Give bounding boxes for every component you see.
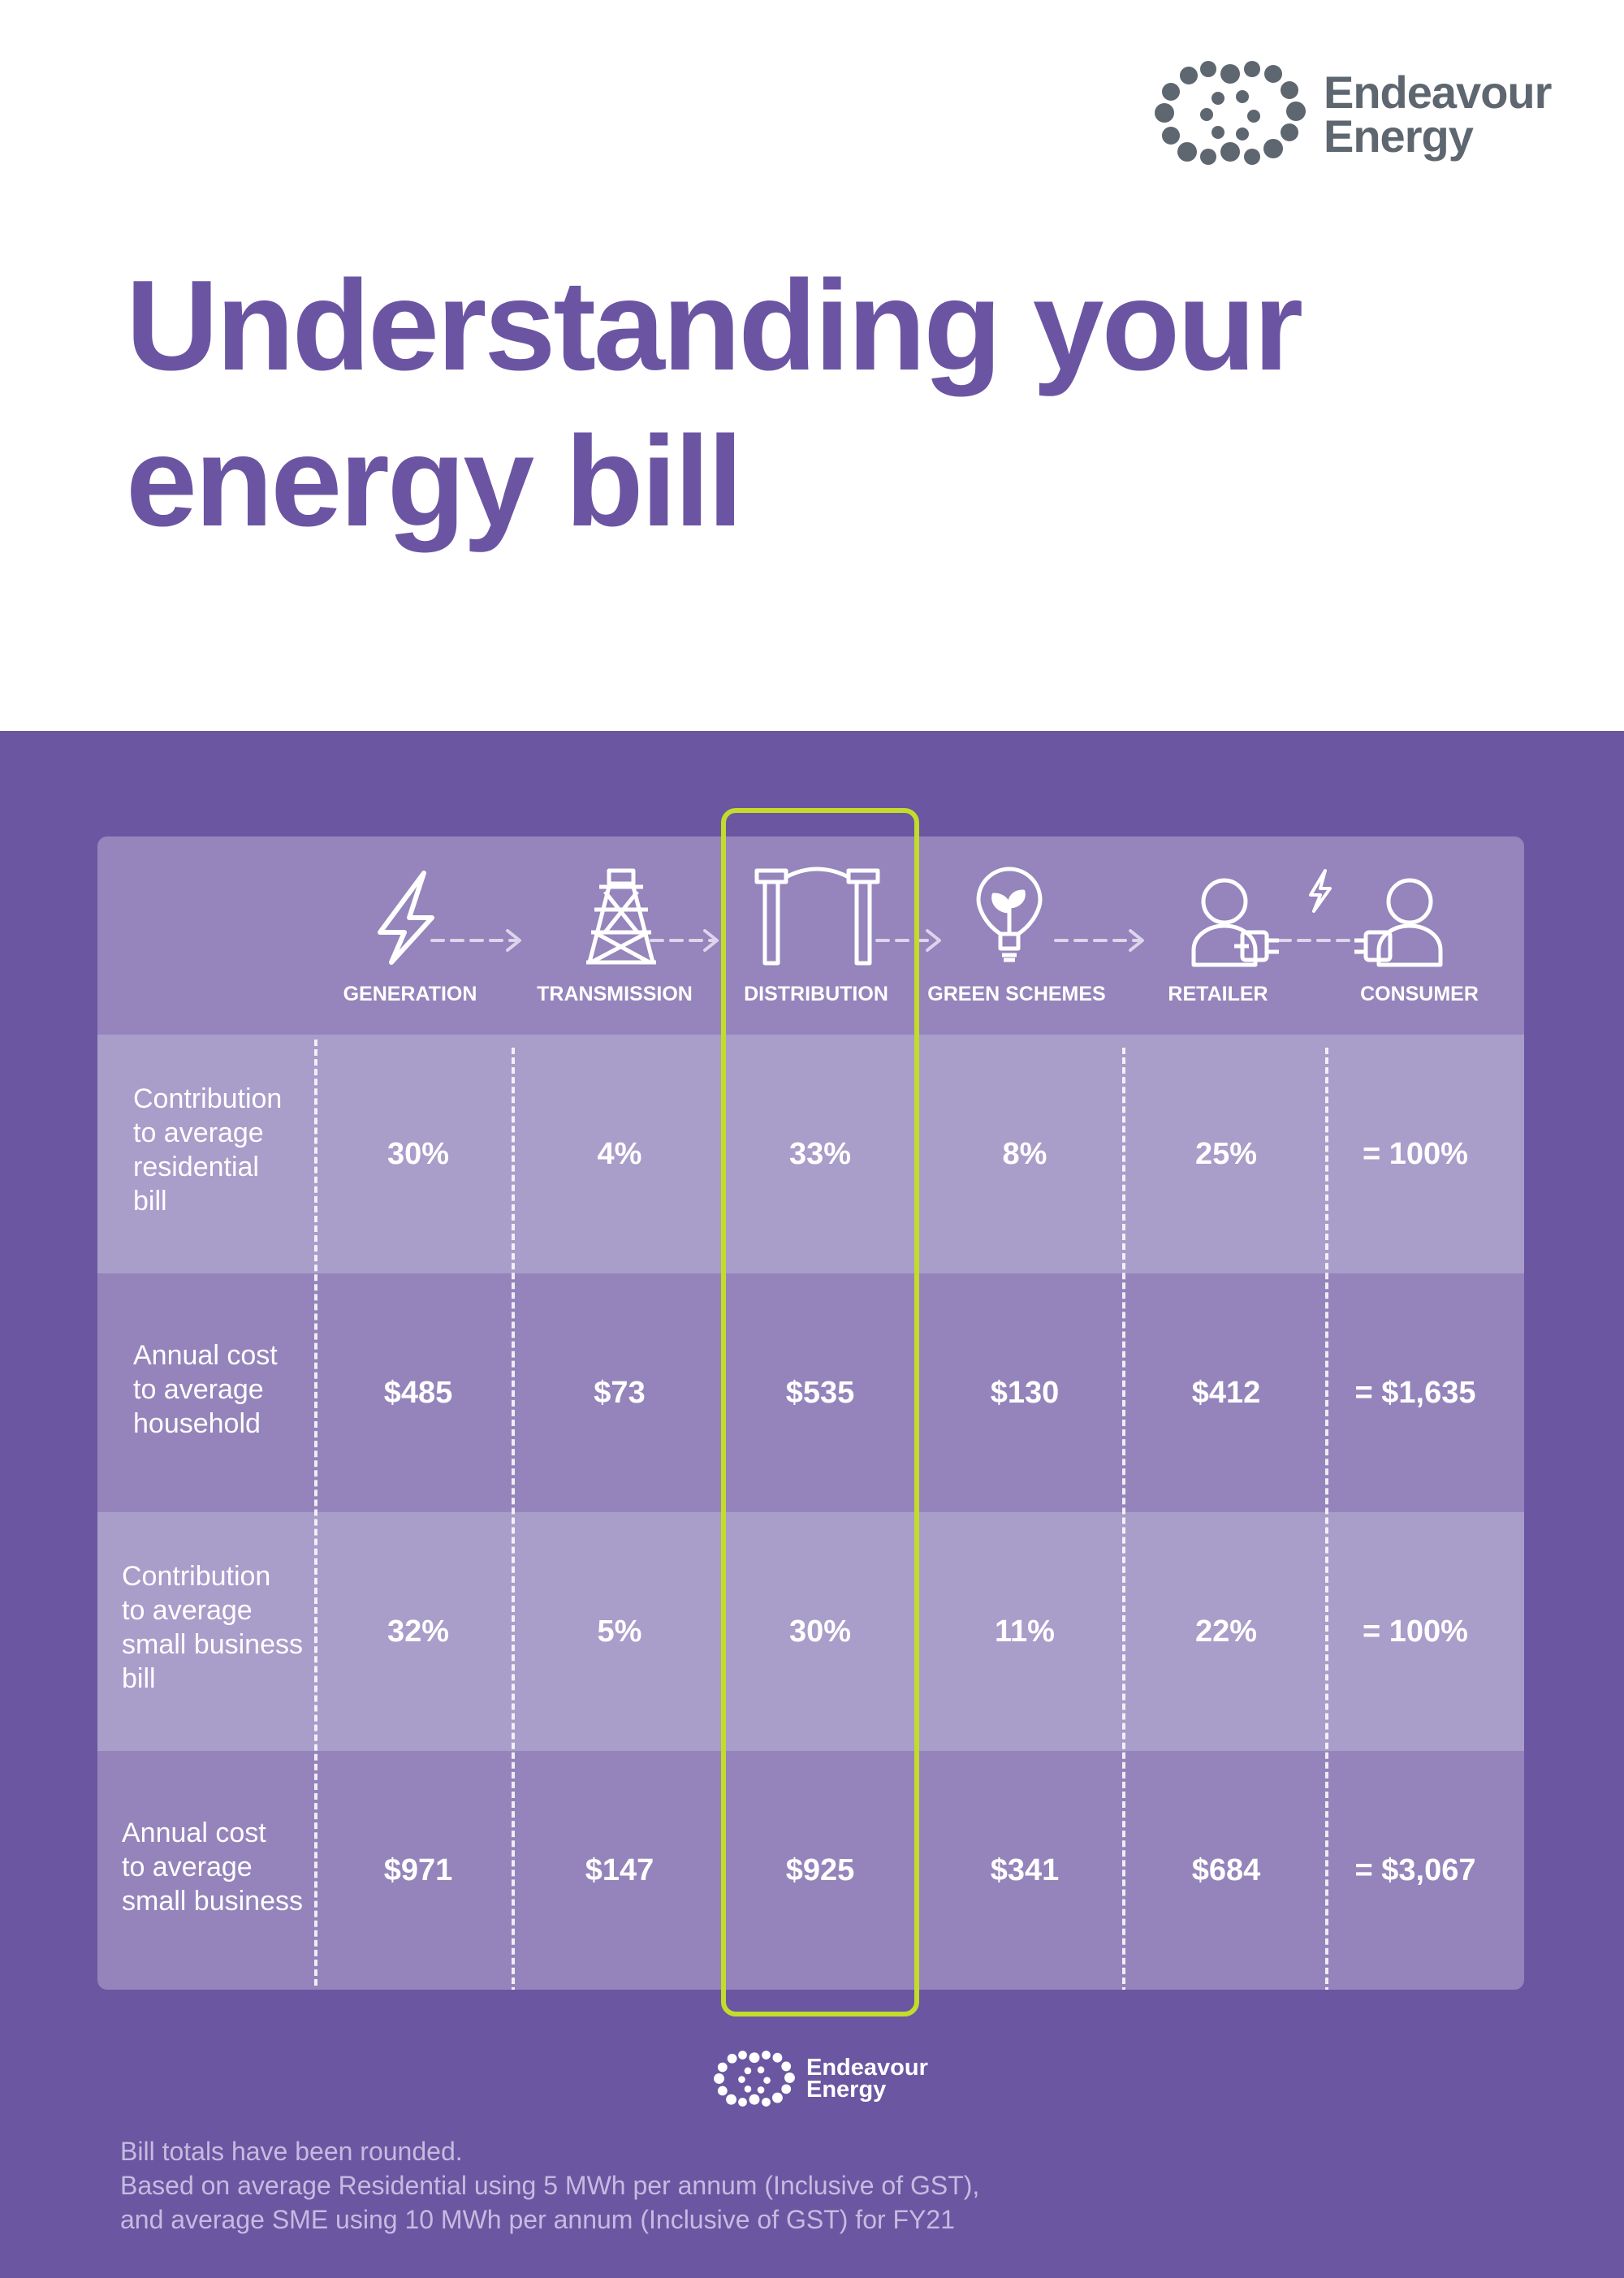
- table-row: Contribution to average small business bill…: [97, 1512, 1524, 1751]
- person-plug-icon: [1191, 878, 1279, 967]
- table-cell: $73: [594, 1376, 646, 1410]
- column-label-distribution: DISTRIBUTION: [744, 983, 888, 1005]
- row-label: Annual cost to average small business: [122, 1818, 303, 1917]
- table-cell: $925: [785, 1853, 855, 1887]
- table-cell: $412: [1191, 1376, 1261, 1410]
- table-cell: 30%: [788, 1614, 852, 1649]
- table-cell: 5%: [597, 1614, 642, 1649]
- table-row: Annual cost to average small business $971…: [97, 1751, 1524, 1990]
- footnotes: Bill totals have been rounded. Based on …: [120, 2134, 1419, 2237]
- supply-chain-icons: [378, 867, 1443, 967]
- table-cell: $535: [785, 1376, 855, 1410]
- small-lightning-icon: [1309, 869, 1332, 913]
- transmission-tower-icon: [586, 868, 656, 965]
- power-poles-icon: [754, 867, 880, 966]
- column-divider: [314, 1040, 317, 1986]
- table-cell: 32%: [387, 1614, 450, 1649]
- table-cell: = 100%: [1363, 1137, 1468, 1171]
- lightning-bolt-icon: [378, 871, 434, 965]
- table-row: Annual cost to average household $485 $73 …: [97, 1273, 1524, 1512]
- table-cell: 8%: [1002, 1137, 1047, 1171]
- table-cell: = 100%: [1363, 1614, 1468, 1649]
- column-label-green-schemes: GREEN SCHEMES: [927, 983, 1106, 1005]
- footnote: Based on average Residential using 5 MWh…: [120, 2171, 980, 2200]
- logo-wordmark: Endeavour Energy: [806, 2055, 928, 2103]
- lightbulb-leaf-icon: [976, 867, 1043, 962]
- footnote: Bill totals have been rounded.: [120, 2137, 463, 2166]
- table-cell: $130: [990, 1376, 1060, 1410]
- table-cell: $971: [383, 1853, 453, 1887]
- distribution-highlight-frame: [721, 808, 919, 2016]
- table-cell: $147: [585, 1853, 654, 1887]
- logo-dots-icon: [1155, 61, 1306, 165]
- table-cell: = $1,635: [1354, 1376, 1476, 1410]
- column-label-generation: GENERATION: [343, 983, 477, 1005]
- table-cell: 25%: [1194, 1137, 1258, 1171]
- table-cell: $485: [383, 1376, 453, 1410]
- column-divider: [512, 1048, 515, 1990]
- column-divider: [1325, 1048, 1328, 1990]
- endeavour-energy-logo-footer: Endeavour Energy: [713, 2051, 957, 2107]
- column-divider: [1122, 1048, 1125, 1990]
- column-label-transmission: TRANSMISSION: [537, 983, 693, 1005]
- row-label: Annual cost to average household: [133, 1340, 278, 1439]
- table-row: Contribution to average residential bill 30…: [97, 1035, 1524, 1273]
- row-label: Contribution to average small business bill: [122, 1561, 303, 1694]
- endeavour-energy-logo: Endeavour Energy: [1153, 61, 1575, 166]
- table-cell: 4%: [597, 1137, 642, 1171]
- column-label-retailer: RETAILER: [1168, 983, 1268, 1005]
- footnote: and average SME using 10 MWh per annum (…: [120, 2205, 956, 2234]
- table-cell: = $3,067: [1354, 1853, 1476, 1887]
- table-cell: $684: [1191, 1853, 1261, 1887]
- table-cell: 30%: [387, 1137, 450, 1171]
- page-title: Understanding your energy bill: [126, 254, 1303, 553]
- table-cell: $341: [990, 1853, 1060, 1887]
- table-cell: 11%: [995, 1614, 1055, 1649]
- logo-dots-icon: [714, 2051, 795, 2107]
- table-cell: 33%: [788, 1137, 852, 1171]
- row-label: Contribution to average residential bill: [133, 1083, 283, 1217]
- person-socket-icon: [1354, 878, 1443, 967]
- logo-wordmark: Endeavour Energy: [1324, 67, 1552, 162]
- column-label-consumer: CONSUMER: [1360, 983, 1479, 1005]
- table-cell: 22%: [1194, 1614, 1258, 1649]
- bill-breakdown-table: GENERATION TRANSMISSION DISTRIBUTION GRE…: [97, 836, 1524, 1990]
